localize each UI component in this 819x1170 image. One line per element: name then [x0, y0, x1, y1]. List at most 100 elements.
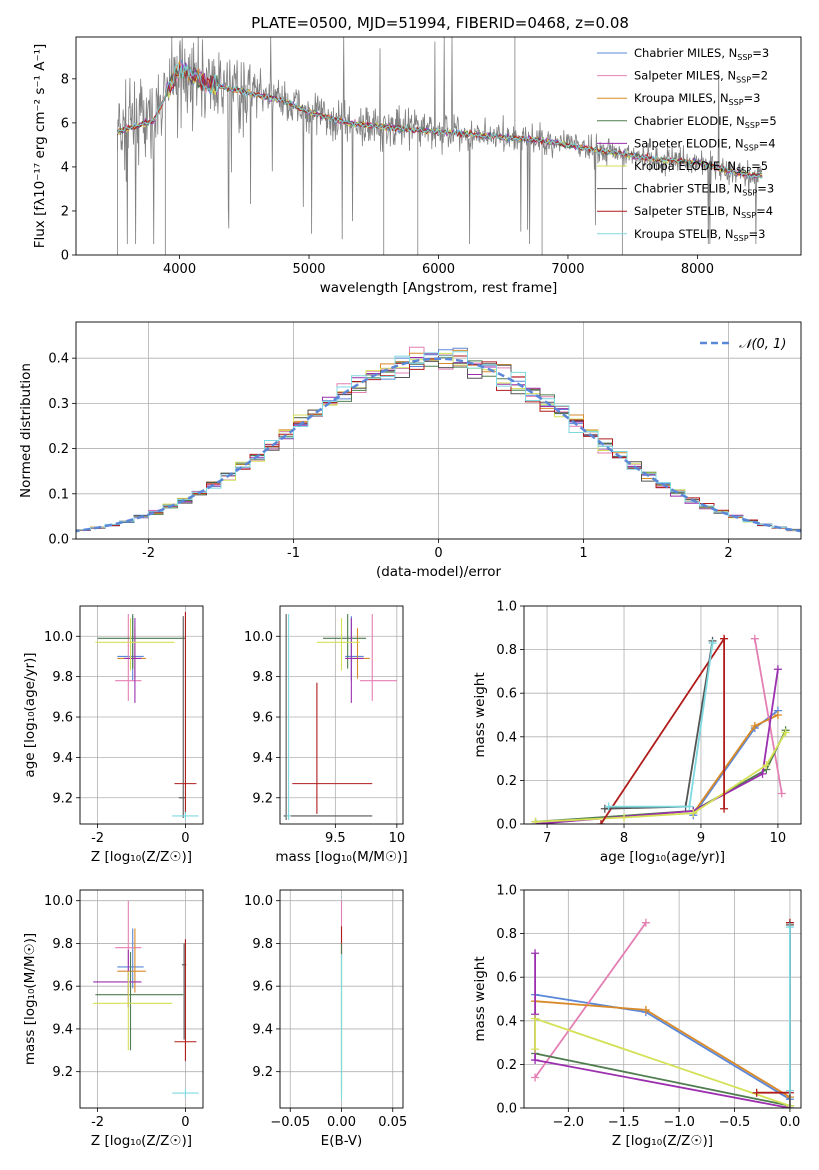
- legend-name: Chabrier MILES, N: [634, 46, 737, 60]
- y-tick-label: 0.0: [496, 818, 517, 833]
- x-tick-label: 9: [697, 831, 705, 846]
- legend-entry: Kroupa STELIB, NSSP=3: [634, 227, 765, 243]
- hist-legend: 𝒩(0, 1): [700, 337, 786, 352]
- y-axis-label: mass weight: [472, 956, 488, 1041]
- y-tick-label: 0.6: [496, 971, 517, 986]
- y-tick-label: 9.2: [52, 791, 73, 806]
- x-tick-label: -2: [91, 831, 104, 846]
- legend-nssp: =4: [759, 136, 776, 150]
- legend-nssp: =3: [749, 227, 766, 241]
- hist-step-kroupa-stelib: [76, 351, 801, 533]
- panel-age-vs-Z: -2 0 9.2 9.4 9.6 9.8 10.0 Z [log₁₀(Z/Z☉)] age [l…: [22, 605, 204, 865]
- y-tick-label: 8: [61, 72, 69, 87]
- weight-point-marker: [785, 1086, 794, 1095]
- x-tick-label: 7: [543, 831, 551, 846]
- x-axis-label: wavelength [Angstrom, rest frame]: [320, 280, 558, 296]
- x-axis-label: Z [log₁₀(Z/Z☉)]: [612, 1133, 713, 1149]
- x-tick-label: −2.0: [553, 1115, 585, 1130]
- weight-line: [535, 1000, 791, 1098]
- x-tick-label: 10: [770, 831, 787, 846]
- y-tick-label: 1.0: [496, 600, 517, 615]
- x-axis-label: E(B-V): [321, 1133, 363, 1149]
- panel-mass-vs-Z: -2 0 9.2 9.4 9.6 9.8 10.0 Z [log₁₀(Z/Z☉)] mass […: [22, 889, 204, 1149]
- weight-line: [535, 731, 787, 823]
- x-tick-label: 0.0: [780, 1115, 801, 1130]
- weight-point-marker: [531, 1073, 540, 1082]
- weight-point-marker: [750, 721, 759, 730]
- y-tick-label: 0.6: [496, 687, 517, 702]
- x-tick-label: 0: [181, 831, 189, 846]
- weight-line: [753, 638, 783, 794]
- x-tick-label: -2: [142, 546, 155, 561]
- weight-line: [692, 709, 779, 816]
- legend-name: Kroupa ELODIE, N: [634, 159, 736, 173]
- y-tick-label: 9.6: [252, 980, 273, 995]
- y-tick-label: 0.0: [48, 533, 69, 548]
- panel-age-vs-mass: 9.5 10 9.2 9.4 9.6 9.8 10.0 mass [log₁₀(M/M☉)]: [244, 605, 408, 865]
- axes-frame: [523, 889, 802, 1109]
- y-tick-label: 9.2: [52, 1065, 73, 1080]
- y-tick-label: 10.0: [244, 630, 273, 645]
- plot-area: [531, 634, 790, 824]
- plot-area: [116, 37, 763, 255]
- legend-sub: SSP: [734, 234, 749, 243]
- y-tick-label: 9.2: [252, 791, 273, 806]
- legend-sub: SSP: [741, 211, 756, 220]
- y-tick-label: 0.2: [496, 774, 517, 789]
- x-tick-label: −0.5: [719, 1115, 751, 1130]
- plot-area: [76, 346, 801, 534]
- legend-sub: SSP: [736, 166, 751, 175]
- weight-point-marker: [641, 1005, 650, 1014]
- x-tick-label: 0: [434, 546, 442, 561]
- weight-point-marker: [720, 804, 729, 813]
- panel-mass-vs-EBV: −0.05 0.00 0.05 9.2 9.4 9.6 9.8 10.0 E(B-V): [244, 889, 407, 1149]
- y-tick-label: 0: [61, 249, 69, 264]
- legend-sub: SSP: [737, 53, 752, 62]
- weight-point-marker: [762, 761, 771, 770]
- y-tick-label: 9.4: [52, 751, 73, 766]
- legend-name: Chabrier ELODIE, N: [634, 114, 745, 128]
- legend-entry: Kroupa MILES, NSSP=3: [634, 91, 760, 107]
- legend-entry: Kroupa ELODIE, NSSP=5: [634, 159, 768, 175]
- y-tick-label: 0.3: [48, 397, 69, 412]
- weight-line: [756, 922, 791, 1094]
- x-tick-label: 10: [389, 831, 406, 846]
- x-tick-label: −1.5: [608, 1115, 640, 1130]
- legend-entry: Salpeter STELIB, NSSP=4: [634, 204, 773, 220]
- legend-nssp: =4: [756, 204, 773, 218]
- y-axis-label: Normed distribution: [18, 363, 34, 498]
- panel-spectrum: 4000 5000 6000 7000 8000 0 2 4 6 8 wavelength [Ang…: [32, 36, 802, 296]
- axes-frame: [79, 889, 204, 1109]
- panel-residuals: -2 -1 0 1 2 0.0 0.1 0.2 0.3 0.4 (data-model)/error…: [18, 321, 802, 580]
- weight-line: [604, 640, 714, 810]
- weight-point-marker: [531, 1014, 540, 1023]
- x-tick-label: 6000: [422, 262, 455, 277]
- weight-point-marker: [531, 817, 540, 824]
- x-tick-label: 4000: [163, 262, 196, 277]
- weight-point-marker: [531, 949, 540, 958]
- y-axis-label: Flux [fλ10⁻¹⁷ erg cm⁻² s⁻¹ A⁻¹]: [32, 44, 48, 249]
- weight-point-marker: [752, 1088, 761, 1097]
- weight-point-marker: [689, 809, 698, 818]
- x-tick-label: 5000: [292, 262, 325, 277]
- legend-nssp: =5: [751, 159, 768, 173]
- y-tick-label: 4: [61, 160, 69, 175]
- legend-sub: SSP: [742, 189, 757, 198]
- y-tick-label: 9.2: [252, 1065, 273, 1080]
- legend-entry: 𝒩(0, 1): [739, 337, 786, 352]
- legend-sub: SSP: [736, 76, 751, 85]
- panel-weight-vs-Z: −2.0 −1.5 −1.0 −0.5 0.0 0.0 0.2 0.4 0.6 0.8 1.0 Z […: [472, 884, 802, 1149]
- x-tick-label: 9.5: [325, 831, 346, 846]
- legend-sub: SSP: [744, 143, 759, 152]
- y-tick-label: 9.6: [252, 711, 273, 726]
- model-line-kroupa-stelib: [116, 63, 763, 179]
- y-tick-label: 9.4: [252, 751, 273, 766]
- y-tick-label: 9.4: [252, 1022, 273, 1037]
- plot-area: [93, 900, 199, 1098]
- legend-entry: Chabrier ELODIE, NSSP=5: [634, 114, 777, 130]
- y-tick-label: 0.8: [496, 927, 517, 942]
- weight-point-marker: [685, 802, 694, 811]
- y-tick-label: 2: [61, 204, 69, 219]
- weight-line: [534, 953, 791, 1108]
